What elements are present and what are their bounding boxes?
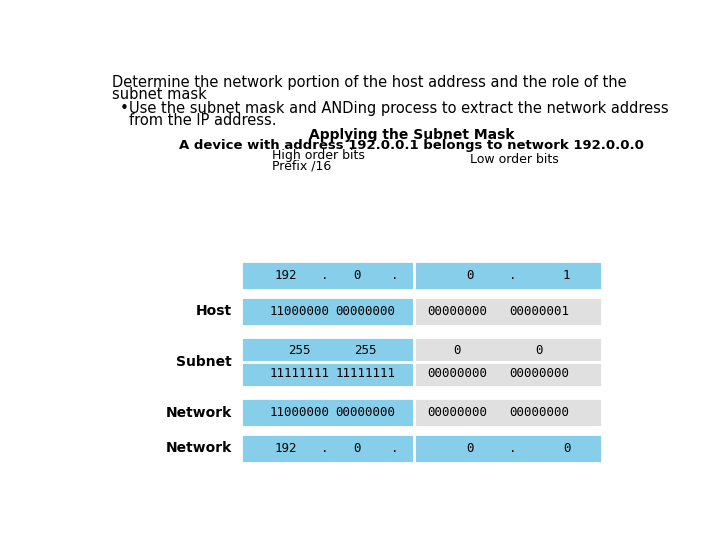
Text: 0: 0 — [563, 442, 570, 455]
Text: 0: 0 — [354, 442, 361, 455]
Bar — [414, 398, 601, 428]
Text: Use the subnet mask and ANDing process to extract the network address: Use the subnet mask and ANDing process t… — [129, 101, 668, 116]
Text: Determine the network portion of the host address and the role of the: Determine the network portion of the hos… — [112, 75, 626, 90]
Text: 192: 192 — [274, 442, 297, 455]
Bar — [414, 296, 601, 326]
Text: Network: Network — [166, 406, 232, 420]
Text: •: • — [120, 101, 128, 116]
Bar — [241, 296, 414, 326]
Text: from the IP address.: from the IP address. — [129, 113, 276, 129]
Text: 1: 1 — [563, 269, 570, 282]
Text: A device with address 192.0.0.1 belongs to network 192.0.0.0: A device with address 192.0.0.1 belongs … — [179, 139, 644, 152]
Text: High order bits: High order bits — [272, 150, 365, 163]
Text: 0: 0 — [454, 345, 461, 357]
Bar — [414, 336, 601, 387]
Text: 11000000: 11000000 — [269, 406, 329, 420]
Text: 00000000: 00000000 — [428, 367, 487, 380]
Text: 00000000: 00000000 — [510, 367, 570, 380]
Text: .: . — [321, 269, 328, 282]
Bar — [414, 261, 601, 291]
Text: 11111111: 11111111 — [269, 367, 329, 380]
Text: 11111111: 11111111 — [335, 367, 395, 380]
Text: .: . — [508, 269, 516, 282]
Text: Low order bits: Low order bits — [469, 153, 559, 166]
Text: 00000001: 00000001 — [510, 305, 570, 318]
Text: 0: 0 — [466, 442, 474, 455]
Text: subnet mask: subnet mask — [112, 87, 207, 102]
Text: 255: 255 — [288, 345, 310, 357]
Text: .: . — [508, 442, 516, 455]
Text: 0: 0 — [466, 269, 474, 282]
Text: Network: Network — [166, 441, 232, 455]
Text: 192: 192 — [274, 269, 297, 282]
Bar — [241, 398, 414, 428]
Text: Host: Host — [196, 304, 232, 318]
Bar — [241, 261, 414, 291]
Text: 00000000: 00000000 — [428, 305, 487, 318]
Bar — [241, 434, 414, 463]
Text: 00000000: 00000000 — [335, 406, 395, 420]
Text: 00000000: 00000000 — [510, 406, 570, 420]
Text: Prefix /16: Prefix /16 — [272, 159, 331, 172]
Text: 0: 0 — [354, 269, 361, 282]
Text: .: . — [391, 442, 398, 455]
Bar — [414, 434, 601, 463]
Text: .: . — [391, 269, 398, 282]
Text: Subnet: Subnet — [176, 355, 232, 369]
Text: Applying the Subnet Mask: Applying the Subnet Mask — [309, 128, 514, 142]
Text: 11000000: 11000000 — [269, 305, 329, 318]
Text: .: . — [321, 442, 328, 455]
Text: 0: 0 — [536, 345, 544, 357]
Text: 00000000: 00000000 — [335, 305, 395, 318]
Bar — [241, 336, 414, 387]
Text: 255: 255 — [354, 345, 377, 357]
Text: 00000000: 00000000 — [428, 406, 487, 420]
